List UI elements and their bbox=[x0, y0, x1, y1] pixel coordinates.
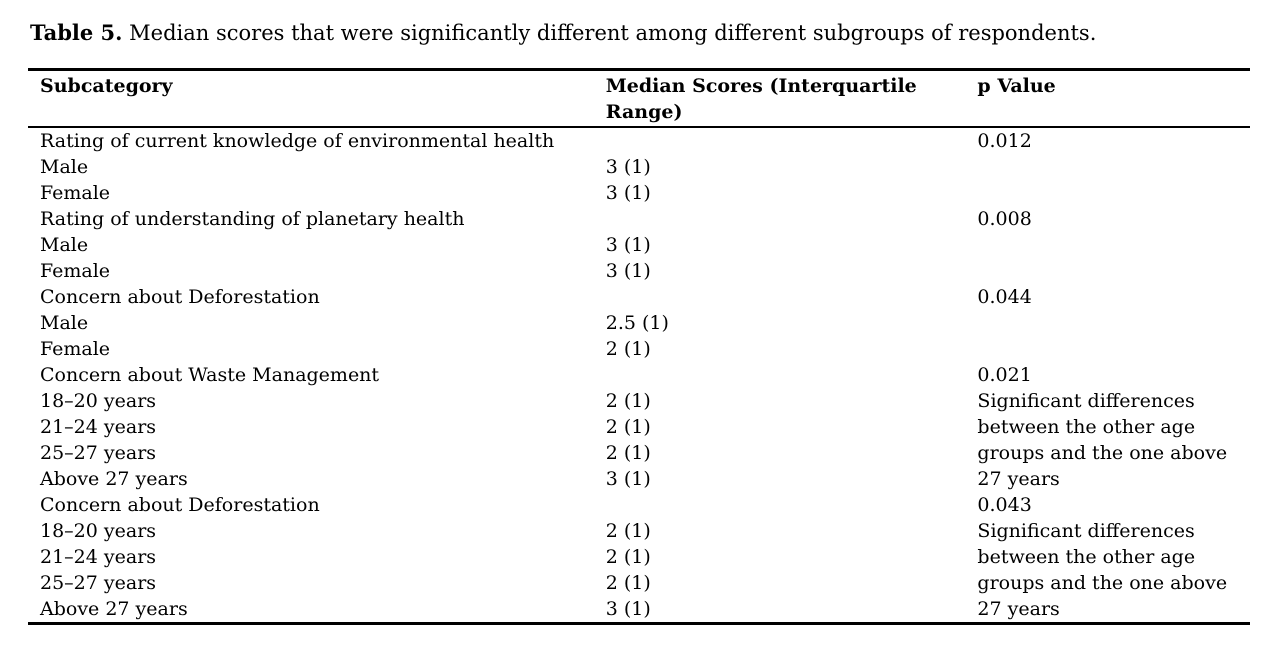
cell-median-score: 2 (1) bbox=[605, 338, 651, 360]
table-row: Above 27 years 3 (1) 27 years bbox=[28, 596, 1250, 624]
cell-p-value: 0.021 bbox=[977, 364, 1032, 386]
cell-median-score: 2 (1) bbox=[605, 546, 651, 568]
cell-median-score: 2 (1) bbox=[605, 416, 651, 438]
cell-p-value bbox=[977, 310, 1250, 336]
cell-p-value: 0.008 bbox=[977, 208, 1032, 230]
cell-subcategory: 25–27 years bbox=[40, 572, 157, 594]
cell-subcategory: Rating of understanding of planetary hea… bbox=[40, 208, 465, 230]
cell-subcategory: Rating of current knowledge of environme… bbox=[40, 130, 555, 152]
cell-median-score bbox=[606, 362, 978, 388]
table-row: 18–20 years 2 (1) Significant differences bbox=[28, 518, 1250, 544]
cell-p-value: 27 years bbox=[977, 468, 1060, 490]
cell-p-value: 27 years bbox=[977, 598, 1060, 620]
cell-p-value: 0.044 bbox=[977, 286, 1032, 308]
table-row: Concern about Deforestation 0.044 bbox=[28, 284, 1250, 310]
cell-median-score bbox=[606, 492, 978, 518]
col-header-p-value: p Value bbox=[977, 75, 1056, 97]
cell-median-score bbox=[606, 284, 978, 310]
cell-p-value: between the other age bbox=[977, 416, 1196, 438]
cell-subcategory: 25–27 years bbox=[40, 442, 157, 464]
cell-subcategory: Above 27 years bbox=[40, 468, 188, 490]
cell-median-score: 2 (1) bbox=[605, 442, 651, 464]
cell-median-score: 3 (1) bbox=[605, 468, 651, 490]
table-row: Male 3 (1) bbox=[28, 154, 1250, 180]
table-caption-text: Median scores that were significantly di… bbox=[129, 21, 1097, 45]
cell-median-score: 3 (1) bbox=[605, 260, 651, 282]
data-table: Subcategory Median Scores (Interquartile… bbox=[28, 68, 1250, 625]
cell-median-score bbox=[606, 206, 978, 232]
table-row: Above 27 years 3 (1) 27 years bbox=[28, 466, 1250, 492]
table-row: Female 3 (1) bbox=[28, 258, 1250, 284]
cell-subcategory: Male bbox=[40, 156, 89, 178]
table-row: 25–27 years 2 (1) groups and the one above bbox=[28, 570, 1250, 596]
cell-p-value bbox=[977, 154, 1250, 180]
cell-p-value bbox=[977, 180, 1250, 206]
cell-median-score: 3 (1) bbox=[605, 156, 651, 178]
cell-p-value: groups and the one above bbox=[977, 442, 1228, 464]
cell-subcategory: Concern about Deforestation bbox=[40, 286, 320, 308]
table-row: Rating of understanding of planetary hea… bbox=[28, 206, 1250, 232]
cell-subcategory: Female bbox=[40, 182, 111, 204]
table-row: 21–24 years 2 (1) between the other age bbox=[28, 414, 1250, 440]
cell-subcategory: Concern about Deforestation bbox=[40, 494, 320, 516]
cell-subcategory: 21–24 years bbox=[40, 416, 157, 438]
cell-median-score: 3 (1) bbox=[605, 234, 651, 256]
table-row: 25–27 years 2 (1) groups and the one above bbox=[28, 440, 1250, 466]
cell-median-score: 3 (1) bbox=[605, 182, 651, 204]
cell-subcategory: 18–20 years bbox=[40, 390, 157, 412]
header-row: Subcategory Median Scores (Interquartile… bbox=[28, 70, 1250, 127]
table-row: Concern about Waste Management 0.021 bbox=[28, 362, 1250, 388]
table-row: Male 3 (1) bbox=[28, 232, 1250, 258]
cell-median-score: 2 (1) bbox=[605, 572, 651, 594]
table-row: Female 3 (1) bbox=[28, 180, 1250, 206]
cell-p-value bbox=[977, 258, 1250, 284]
cell-subcategory: Above 27 years bbox=[40, 598, 188, 620]
cell-subcategory: 18–20 years bbox=[40, 520, 157, 542]
cell-p-value: 0.012 bbox=[977, 130, 1032, 152]
col-header-subcategory: Subcategory bbox=[40, 75, 173, 97]
table-row: 18–20 years 2 (1) Significant differences bbox=[28, 388, 1250, 414]
cell-p-value: 0.043 bbox=[977, 494, 1032, 516]
cell-subcategory: Male bbox=[40, 312, 89, 334]
cell-median-score: 2 (1) bbox=[605, 390, 651, 412]
cell-subcategory: Concern about Waste Management bbox=[40, 364, 380, 386]
table-row: Concern about Deforestation 0.043 bbox=[28, 492, 1250, 518]
cell-p-value: between the other age bbox=[977, 546, 1196, 568]
cell-p-value bbox=[977, 336, 1250, 362]
cell-subcategory: Male bbox=[40, 234, 89, 256]
table-row: Female 2 (1) bbox=[28, 336, 1250, 362]
cell-p-value: Significant differences bbox=[977, 390, 1195, 412]
table-header: Subcategory Median Scores (Interquartile… bbox=[28, 70, 1250, 127]
cell-p-value bbox=[977, 232, 1250, 258]
cell-median-score: 2 (1) bbox=[605, 520, 651, 542]
table-caption: Table 5. Median scores that were signifi… bbox=[30, 18, 1096, 48]
table-row: 21–24 years 2 (1) between the other age bbox=[28, 544, 1250, 570]
cell-subcategory: 21–24 years bbox=[40, 546, 157, 568]
cell-subcategory: Female bbox=[40, 338, 111, 360]
cell-subcategory: Female bbox=[40, 260, 111, 282]
col-header-median-scores: Median Scores (Interquartile Range) bbox=[605, 75, 917, 123]
cell-median-score bbox=[606, 127, 978, 154]
table-body: Rating of current knowledge of environme… bbox=[28, 127, 1250, 624]
table-caption-label: Table 5. bbox=[30, 20, 123, 45]
cell-p-value: groups and the one above bbox=[977, 572, 1228, 594]
cell-median-score: 3 (1) bbox=[605, 598, 651, 620]
table-row: Male 2.5 (1) bbox=[28, 310, 1250, 336]
cell-median-score: 2.5 (1) bbox=[605, 312, 669, 334]
table-row: Rating of current knowledge of environme… bbox=[28, 127, 1250, 154]
cell-p-value: Significant differences bbox=[977, 520, 1195, 542]
